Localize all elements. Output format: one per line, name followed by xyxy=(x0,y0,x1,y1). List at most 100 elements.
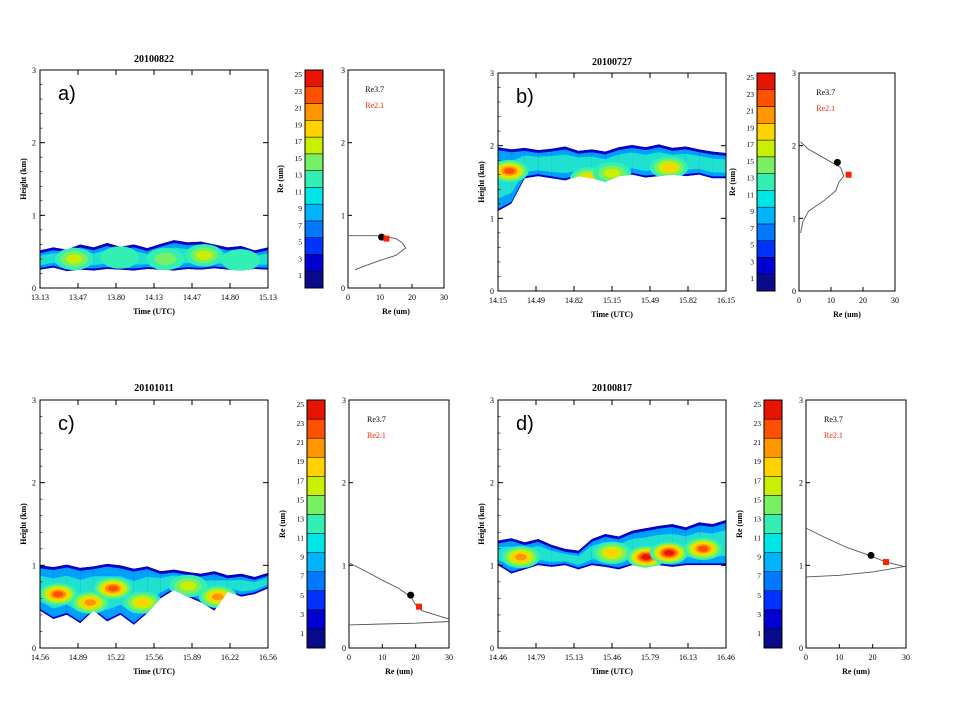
colorbar-label: Re (um) xyxy=(728,168,737,196)
x-tick-label: 15.89 xyxy=(183,653,201,662)
x-tick-label: 13.13 xyxy=(31,293,49,302)
profile-y-tick-label: 3 xyxy=(792,69,796,78)
colorbar-tick-label: 5 xyxy=(300,591,304,600)
colorbar-swatch xyxy=(304,103,324,121)
colorbar-tick-label: 11 xyxy=(754,534,761,543)
panel-letter: c) xyxy=(58,413,75,435)
profile-x-tick-label: 20 xyxy=(412,653,420,662)
x-tick-label: 15.79 xyxy=(641,653,659,662)
legend-re37: Re3.7 xyxy=(367,415,386,424)
colorbar-tick-label: 23 xyxy=(754,419,762,428)
colorbar-swatch xyxy=(304,220,324,238)
profile-y-tick-label: 3 xyxy=(799,396,803,405)
cloud-band xyxy=(498,144,726,212)
profile-x-tick-label: 30 xyxy=(902,653,910,662)
colorbar-swatch xyxy=(756,123,776,141)
re37-point xyxy=(407,591,415,599)
profile-baseline xyxy=(348,621,450,626)
colorbar-tick-label: 3 xyxy=(298,254,302,263)
profile-x-label: Re (um) xyxy=(833,310,861,319)
colorbar-swatch xyxy=(763,590,783,611)
x-tick-label: 15.15 xyxy=(603,296,621,305)
heatmap-frame xyxy=(497,399,727,649)
x-axis-label: Time (UTC) xyxy=(133,667,175,676)
colorbar-swatch xyxy=(306,399,326,420)
colorbar-swatch xyxy=(306,571,326,592)
profile-x-tick-label: 10 xyxy=(376,293,384,302)
profile-frame xyxy=(347,69,445,289)
cloud-hotspot xyxy=(515,553,527,561)
colorbar-tick-label: 11 xyxy=(295,187,302,196)
colorbar-swatch xyxy=(306,456,326,477)
colorbar-tick-label: 9 xyxy=(298,204,302,213)
cloud-core xyxy=(160,575,175,593)
cloud-band xyxy=(40,240,268,272)
cloud-core xyxy=(565,553,579,565)
cloud-core xyxy=(551,550,566,562)
colorbar-frame xyxy=(306,399,326,649)
colorbar-swatch xyxy=(763,571,783,592)
legend-re21: Re2.1 xyxy=(824,431,843,440)
profile-frame xyxy=(348,399,450,649)
colorbar-tick-label: 23 xyxy=(747,90,755,99)
colorbar-tick-label: 19 xyxy=(295,120,303,129)
profile-x-tick-label: 30 xyxy=(440,293,448,302)
profile-y-tick-label: 0 xyxy=(792,287,796,296)
profile-x-label: Re (um) xyxy=(385,667,413,676)
x-tick-label: 14.49 xyxy=(527,296,545,305)
colorbar-tick-label: 21 xyxy=(754,438,762,447)
colorbar-tick-label: 17 xyxy=(295,137,303,146)
x-tick-label: 13.47 xyxy=(69,293,87,302)
colorbar-swatch xyxy=(304,203,324,222)
colorbar-swatch xyxy=(756,190,776,208)
colorbar-tick-label: 15 xyxy=(754,495,762,504)
colorbar-swatch xyxy=(763,552,783,572)
colorbar-swatch xyxy=(306,418,326,439)
colorbar-swatch xyxy=(763,437,783,458)
colorbar-swatch xyxy=(304,86,324,104)
profile-y-tick-label: 2 xyxy=(341,139,345,148)
colorbar-tick-label: 11 xyxy=(297,534,304,543)
cloud-core xyxy=(699,155,713,173)
colorbar-swatch xyxy=(304,120,324,138)
colorbar-tick-label: 19 xyxy=(754,457,762,466)
re21-point xyxy=(416,603,422,610)
colorbar-tick-label: 25 xyxy=(297,400,305,409)
colorbar-tick-label: 15 xyxy=(297,495,305,504)
cloud-core xyxy=(254,577,268,591)
y-tick-label: 0 xyxy=(32,644,36,653)
y-tick-label: 3 xyxy=(32,396,36,405)
panel-letter: a) xyxy=(58,83,76,105)
cloud-core xyxy=(632,152,646,172)
profile-x-tick-label: 30 xyxy=(445,653,453,662)
x-tick-label: 14.82 xyxy=(565,296,583,305)
colorbar-swatch xyxy=(304,69,324,88)
colorbar-tick-label: 1 xyxy=(300,629,304,638)
colorbar-tick-label: 13 xyxy=(747,174,755,183)
colorbar-tick-label: 17 xyxy=(747,140,755,149)
colorbar-tick-label: 25 xyxy=(747,73,755,82)
colorbar-swatch xyxy=(306,609,326,630)
profile-x-tick-label: 30 xyxy=(891,296,899,305)
colorbar-swatch xyxy=(306,476,326,496)
legend-re21: Re2.1 xyxy=(816,104,835,113)
y-tick-label: 1 xyxy=(32,211,36,220)
profile-x-label: Re (um) xyxy=(382,307,410,316)
cloud-hotspot xyxy=(53,591,64,598)
y-tick-label: 2 xyxy=(490,142,494,151)
cloud-hotspot xyxy=(107,585,119,592)
colorbar-tick-label: 5 xyxy=(757,591,761,600)
panel-date-title: 20100727 xyxy=(592,57,632,68)
colorbar-swatch xyxy=(756,89,776,107)
y-tick-label: 1 xyxy=(32,561,36,570)
cloud-hotspot xyxy=(154,252,177,266)
cloud-hotspot xyxy=(504,168,515,175)
cloud-hotspot xyxy=(136,598,150,607)
colorbar-swatch xyxy=(306,533,326,553)
profile-y-tick-label: 2 xyxy=(792,142,796,151)
re37-point xyxy=(867,551,875,559)
legend-re37: Re3.7 xyxy=(816,88,835,97)
profile-line xyxy=(805,527,907,568)
